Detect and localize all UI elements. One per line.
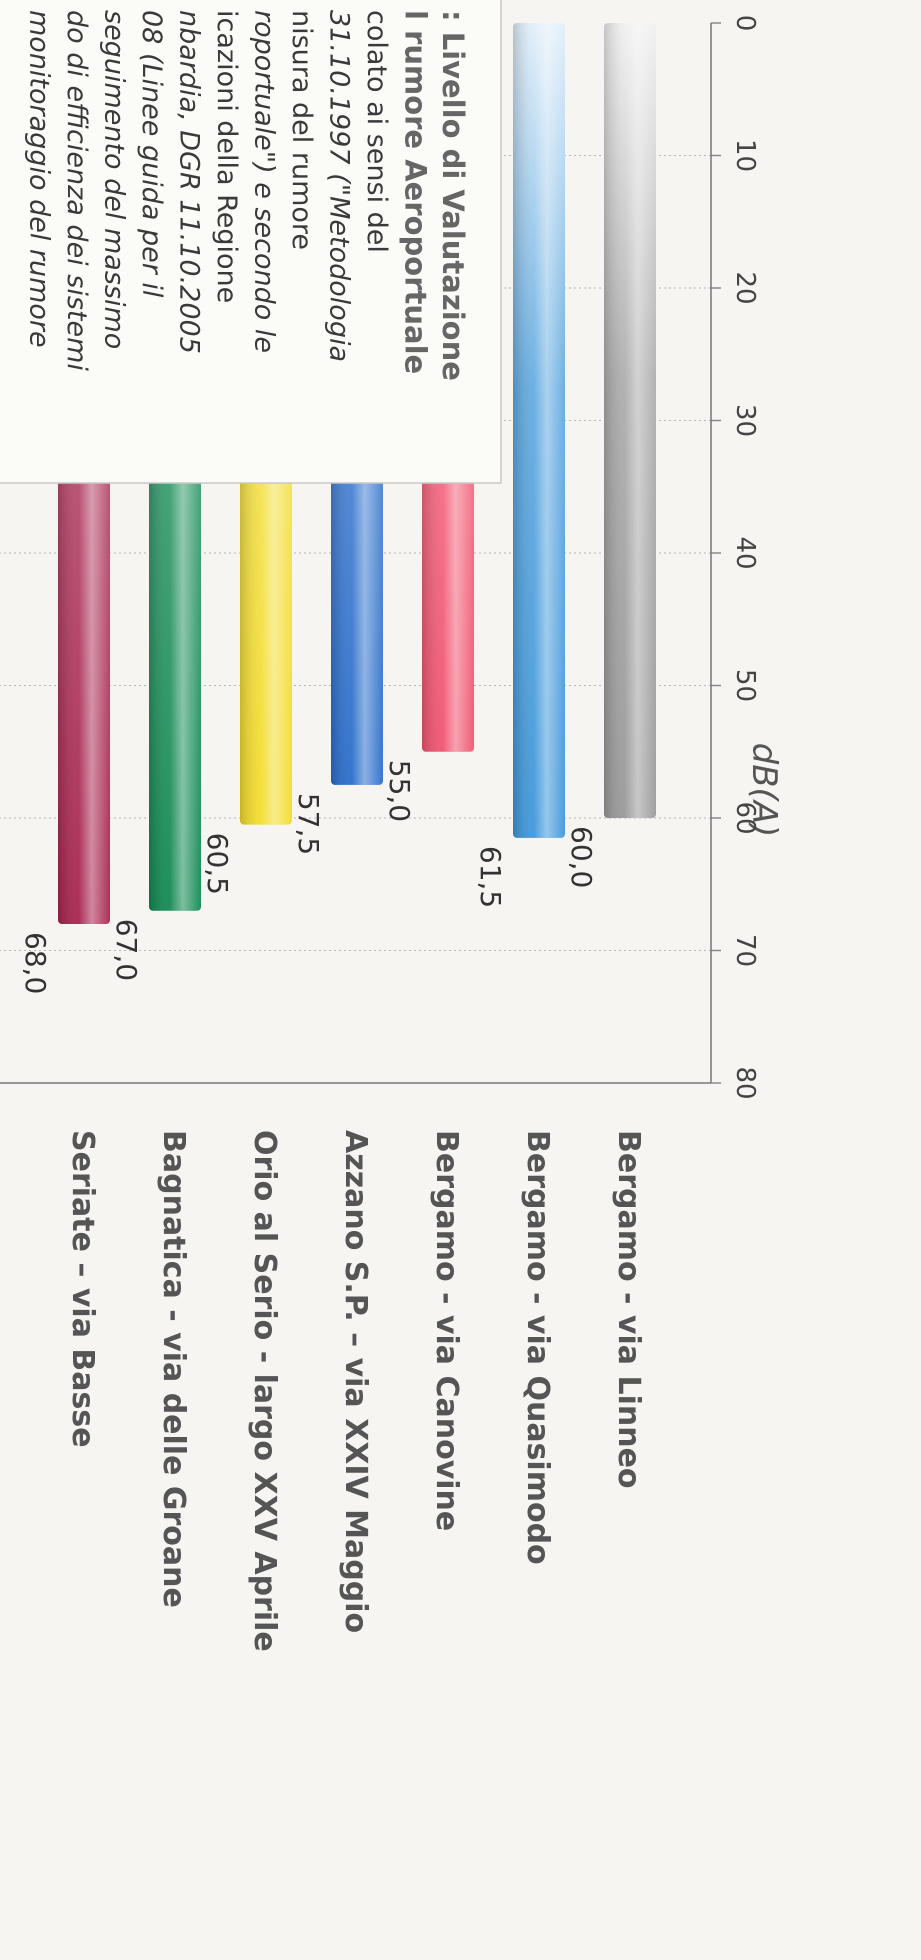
legend-note-line: roportuale") e secondo le: [249, 10, 280, 353]
category-label: Bergamo - via Linneo: [611, 1130, 646, 1489]
tick-label: 60: [730, 801, 760, 834]
value-label: 60,0: [565, 826, 598, 888]
bar-sheen: [513, 23, 565, 838]
category-label: Bergamo - via Quasimodo: [520, 1130, 555, 1565]
tick-label: 30: [730, 404, 760, 437]
legend-note-line: seguimento del massimo: [99, 10, 130, 349]
chart-labels: dB(A) 0 10 20 30 40 50 60 70 80 60,0 Bergamo - via…: [19, 15, 784, 1652]
value-label: 68,0: [19, 932, 52, 994]
value-label: 67,0: [110, 919, 143, 981]
category-label: Orio al Serio - largo XXV Aprile: [247, 1130, 282, 1652]
tick-label: 50: [730, 669, 760, 702]
legend-note-line: colato ai sensi del: [361, 10, 392, 253]
legend-note-line: nbardia, DGR 11.10.2005: [174, 10, 205, 354]
category-label: Bergamo - via Canovine: [429, 1130, 464, 1531]
legend-note-line: monitoraggio del rumore: [24, 10, 55, 348]
value-label: 60,5: [201, 833, 234, 895]
value-label: 57,5: [292, 793, 325, 855]
value-label: 55,0: [383, 760, 416, 822]
tick-label: 80: [730, 1066, 760, 1099]
bar-sheen: [604, 23, 656, 818]
legend-note-line: 08 (Linee guida per il: [136, 10, 167, 298]
legend-note-line: : Livello di Valutazione: [436, 10, 470, 381]
category-label: Seriate – via Basse: [65, 1130, 100, 1448]
value-label: 61,5: [474, 846, 507, 908]
legend-note-background: [0, 0, 502, 484]
legend-note-line: icazioni della Regione: [211, 10, 242, 303]
x-axis-title: dB(A): [744, 743, 784, 838]
legend-note-line: nisura del rumore: [286, 10, 317, 250]
tick-label: 0: [730, 15, 760, 32]
legend-note-line: l rumore Aeroportuale: [399, 10, 433, 374]
category-label: Azzano S.P. – via XXIV Maggio: [338, 1130, 373, 1633]
tick-label: 70: [730, 934, 760, 967]
category-label: Bagnatica - via delle Groane: [156, 1130, 191, 1608]
tick-label: 40: [730, 536, 760, 569]
legend-note-line: do di efficienza dei sistemi: [61, 10, 92, 371]
tick-label: 20: [730, 271, 760, 304]
tick-label: 10: [730, 139, 760, 172]
legend-note-line: 31.10.1997 ("Metodologia: [324, 10, 355, 362]
